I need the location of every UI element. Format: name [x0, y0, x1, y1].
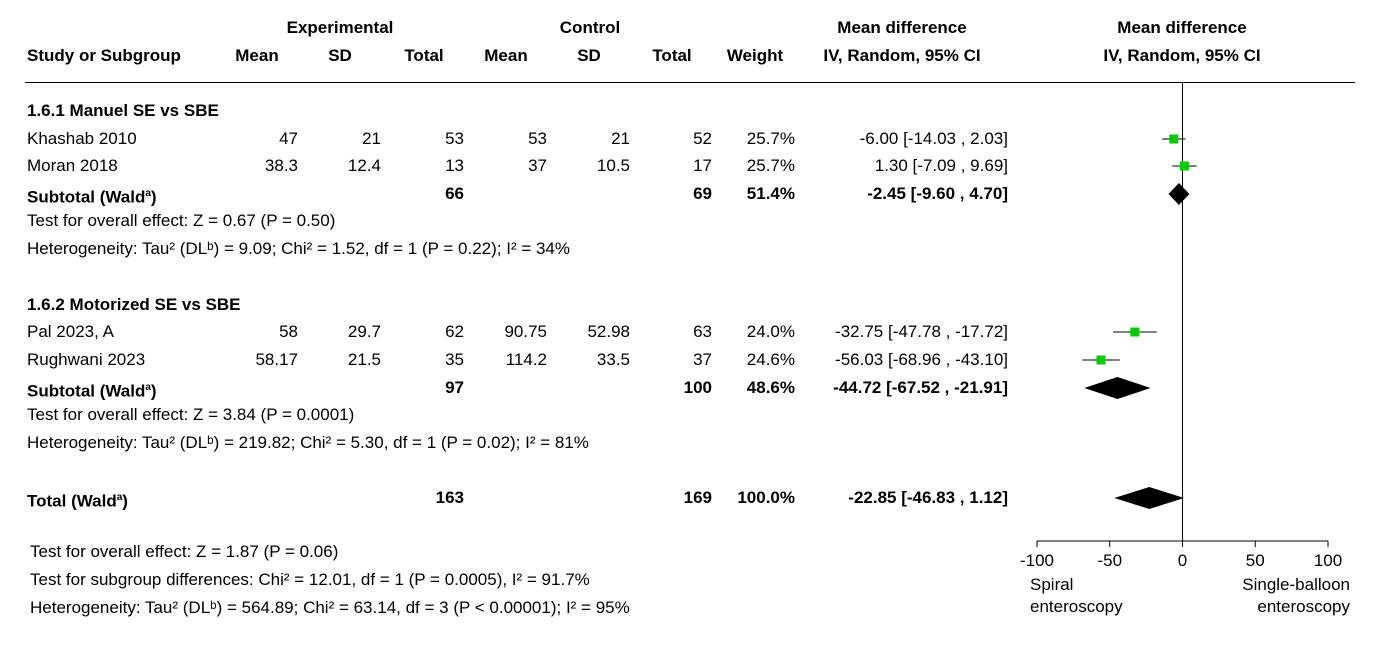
group-title: 1.6.2 Motorized SE vs SBE — [27, 295, 241, 314]
study-mean-ctrl: 53 — [528, 129, 547, 148]
header-control: Control — [559, 18, 621, 37]
header-total-ctrl: Total — [652, 46, 692, 65]
study-name: Moran 2018 — [27, 156, 118, 175]
study-name: Khashab 2010 — [27, 129, 137, 148]
subtotal-total-exp: 97 — [445, 378, 464, 397]
study-mean-ctrl: 37 — [528, 156, 547, 175]
subtotal-ci: -44.72 [-67.52 , -21.91] — [833, 378, 1008, 397]
left-direction-label: enteroscopy — [1030, 597, 1123, 616]
study-sd-ctrl: 10.5 — [596, 156, 630, 175]
right-direction-label: enteroscopy — [1257, 597, 1350, 616]
header-mean-difference-plot: Mean difference — [1117, 18, 1247, 37]
x-tick-label: 50 — [1246, 551, 1265, 570]
study-sd-ctrl: 33.5 — [596, 350, 630, 369]
total-n-ctrl: 169 — [683, 488, 712, 507]
subtotal-total-ctrl: 100 — [683, 378, 712, 397]
study-ci: 1.30 [-7.09 , 9.69] — [874, 156, 1008, 175]
study-weight: 24.6% — [746, 350, 795, 369]
header-study: Study or Subgroup — [27, 46, 181, 65]
study-sd-ctrl: 21 — [611, 129, 630, 148]
total-ci: -22.85 [-46.83 , 1.12] — [848, 488, 1008, 507]
study-total-exp: 62 — [445, 322, 464, 341]
total-weight: 100.0% — [737, 488, 795, 507]
study-sd-exp: 12.4 — [347, 156, 381, 175]
summary-diamond — [1084, 377, 1151, 399]
header-mean-exp: Mean — [235, 46, 279, 65]
study-sd-ctrl: 52.98 — [587, 322, 630, 341]
overall-effect-text: Test for overall effect: Z = 3.84 (P = 0… — [27, 405, 355, 424]
subtotal-ci: -2.45 [-9.60 , 4.70] — [867, 184, 1008, 203]
summary-diamond — [1168, 183, 1190, 205]
group-title: 1.6.1 Manuel SE vs SBE — [27, 101, 219, 120]
study-ci: -56.03 [-68.96 , -43.10] — [835, 350, 1008, 369]
study-ci: -6.00 [-14.03 , 2.03] — [859, 129, 1008, 148]
header-ci-plot: IV, Random, 95% CI — [1103, 46, 1261, 65]
study-mean-exp: 47 — [279, 129, 298, 148]
effect-square — [1169, 134, 1179, 144]
study-mean-ctrl: 90.75 — [504, 322, 547, 341]
study-name: Rughwani 2023 — [27, 350, 146, 369]
footer-heterogeneity: Heterogeneity: Tau² (DLᵇ) = 564.89; Chi²… — [30, 598, 630, 617]
study-mean-exp: 58 — [279, 322, 298, 341]
header-mean-ctrl: Mean — [484, 46, 528, 65]
header-weight: Weight — [726, 46, 784, 65]
right-direction-label: Single-balloon — [1242, 575, 1350, 594]
study-total-exp: 13 — [445, 156, 464, 175]
header-total-exp: Total — [404, 46, 444, 65]
total-label: Total (Walda) — [27, 491, 128, 511]
x-tick-label: -100 — [1020, 551, 1054, 570]
x-tick-label: -50 — [1097, 551, 1122, 570]
subtotal-weight: 48.6% — [746, 378, 795, 397]
header-ci: IV, Random, 95% CI — [823, 46, 981, 65]
study-sd-exp: 21.5 — [347, 350, 381, 369]
header-divider — [25, 82, 1355, 83]
total-n-exp: 163 — [435, 488, 464, 507]
effect-square — [1130, 327, 1140, 337]
subtotal-label: Subtotal (Walda) — [27, 187, 157, 207]
study-total-ctrl: 17 — [693, 156, 712, 175]
study-total-ctrl: 63 — [693, 322, 712, 341]
study-mean-ctrl: 114.2 — [505, 350, 547, 369]
x-tick-label: 0 — [1178, 551, 1187, 570]
header-mean-difference: Mean difference — [837, 18, 967, 37]
heterogeneity-text: Heterogeneity: Tau² (DLᵇ) = 9.09; Chi² =… — [27, 239, 571, 258]
study-total-ctrl: 52 — [693, 129, 712, 148]
heterogeneity-text: Heterogeneity: Tau² (DLᵇ) = 219.82; Chi²… — [27, 433, 589, 452]
study-sd-exp: 21 — [362, 129, 381, 148]
study-total-exp: 53 — [445, 129, 464, 148]
summary-diamond — [1114, 487, 1185, 509]
study-total-exp: 35 — [445, 350, 464, 369]
footer-overall-effect: Test for overall effect: Z = 1.87 (P = 0… — [30, 542, 339, 561]
left-direction-label: Spiral — [1030, 575, 1073, 594]
study-weight: 24.0% — [746, 322, 795, 341]
effect-square — [1179, 161, 1189, 171]
header-sd-exp: SD — [328, 46, 352, 65]
study-weight: 25.7% — [746, 156, 795, 175]
study-total-ctrl: 37 — [693, 350, 712, 369]
study-ci: -32.75 [-47.78 , -17.72] — [835, 322, 1008, 341]
footer-subgroup-differences: Test for subgroup differences: Chi² = 12… — [30, 570, 590, 589]
header-experimental: Experimental — [286, 18, 394, 37]
subtotal-label: Subtotal (Walda) — [27, 381, 157, 401]
header-sd-ctrl: SD — [577, 46, 601, 65]
study-mean-exp: 58.17 — [255, 350, 298, 369]
overall-effect-text: Test for overall effect: Z = 0.67 (P = 0… — [27, 211, 336, 230]
effect-square — [1096, 355, 1106, 365]
subtotal-total-exp: 66 — [445, 184, 464, 203]
study-sd-exp: 29.7 — [347, 322, 381, 341]
subtotal-weight: 51.4% — [746, 184, 795, 203]
x-tick-label: 100 — [1314, 551, 1342, 570]
study-weight: 25.7% — [746, 129, 795, 148]
subtotal-total-ctrl: 69 — [693, 184, 712, 203]
study-mean-exp: 38.3 — [264, 156, 298, 175]
study-name: Pal 2023, A — [27, 322, 114, 341]
